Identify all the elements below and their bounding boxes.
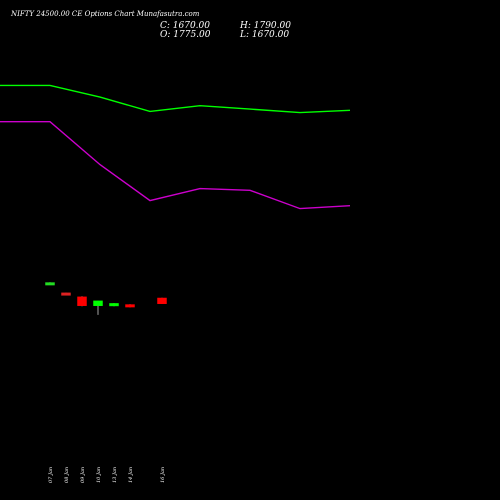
candle-body-4 xyxy=(109,303,119,307)
candle-body-6 xyxy=(157,297,167,304)
x-tick-label-6: 16 Jan xyxy=(160,467,166,483)
low-readout: L: 1670.00 xyxy=(239,30,289,40)
x-tick-label-5: 14 Jan xyxy=(128,467,134,483)
candle-4 xyxy=(109,303,119,307)
x-tick-label-3: 10 Jan xyxy=(96,467,102,483)
candle-body-5 xyxy=(125,304,135,308)
high-readout: H: 1790.00 xyxy=(239,21,291,31)
candle-3 xyxy=(93,300,103,315)
x-tick-label-1: 08 Jan xyxy=(64,467,70,483)
series-line-0 xyxy=(0,84,351,114)
candle-body-1 xyxy=(61,292,71,296)
candle-2 xyxy=(77,296,87,307)
candle-0 xyxy=(45,282,55,286)
x-tick-label-4: 13 Jan xyxy=(112,467,118,483)
candlesticks xyxy=(45,282,167,315)
x-tick-label-2: 09 Jan xyxy=(80,467,86,483)
candle-body-0 xyxy=(45,282,55,286)
x-axis-ticks: 07 Jan 08 Jan 09 Jan 10 Jan 13 Jan 14 Jan 16 J… xyxy=(48,467,166,483)
candle-6 xyxy=(157,297,167,304)
candle-body-2 xyxy=(77,296,87,306)
candle-1 xyxy=(61,292,71,296)
chart-title: NIFTY 24500.00 CE Options Chart Munafasu… xyxy=(10,10,200,18)
open-readout: O: 1775.00 xyxy=(160,30,211,40)
x-tick-label-0: 07 Jan xyxy=(48,467,54,483)
close-readout: C: 1670.00 xyxy=(160,21,210,31)
candle-5 xyxy=(125,304,135,308)
candle-body-3 xyxy=(93,300,103,306)
series-line-1 xyxy=(0,120,351,210)
indicator-lines xyxy=(0,84,351,210)
